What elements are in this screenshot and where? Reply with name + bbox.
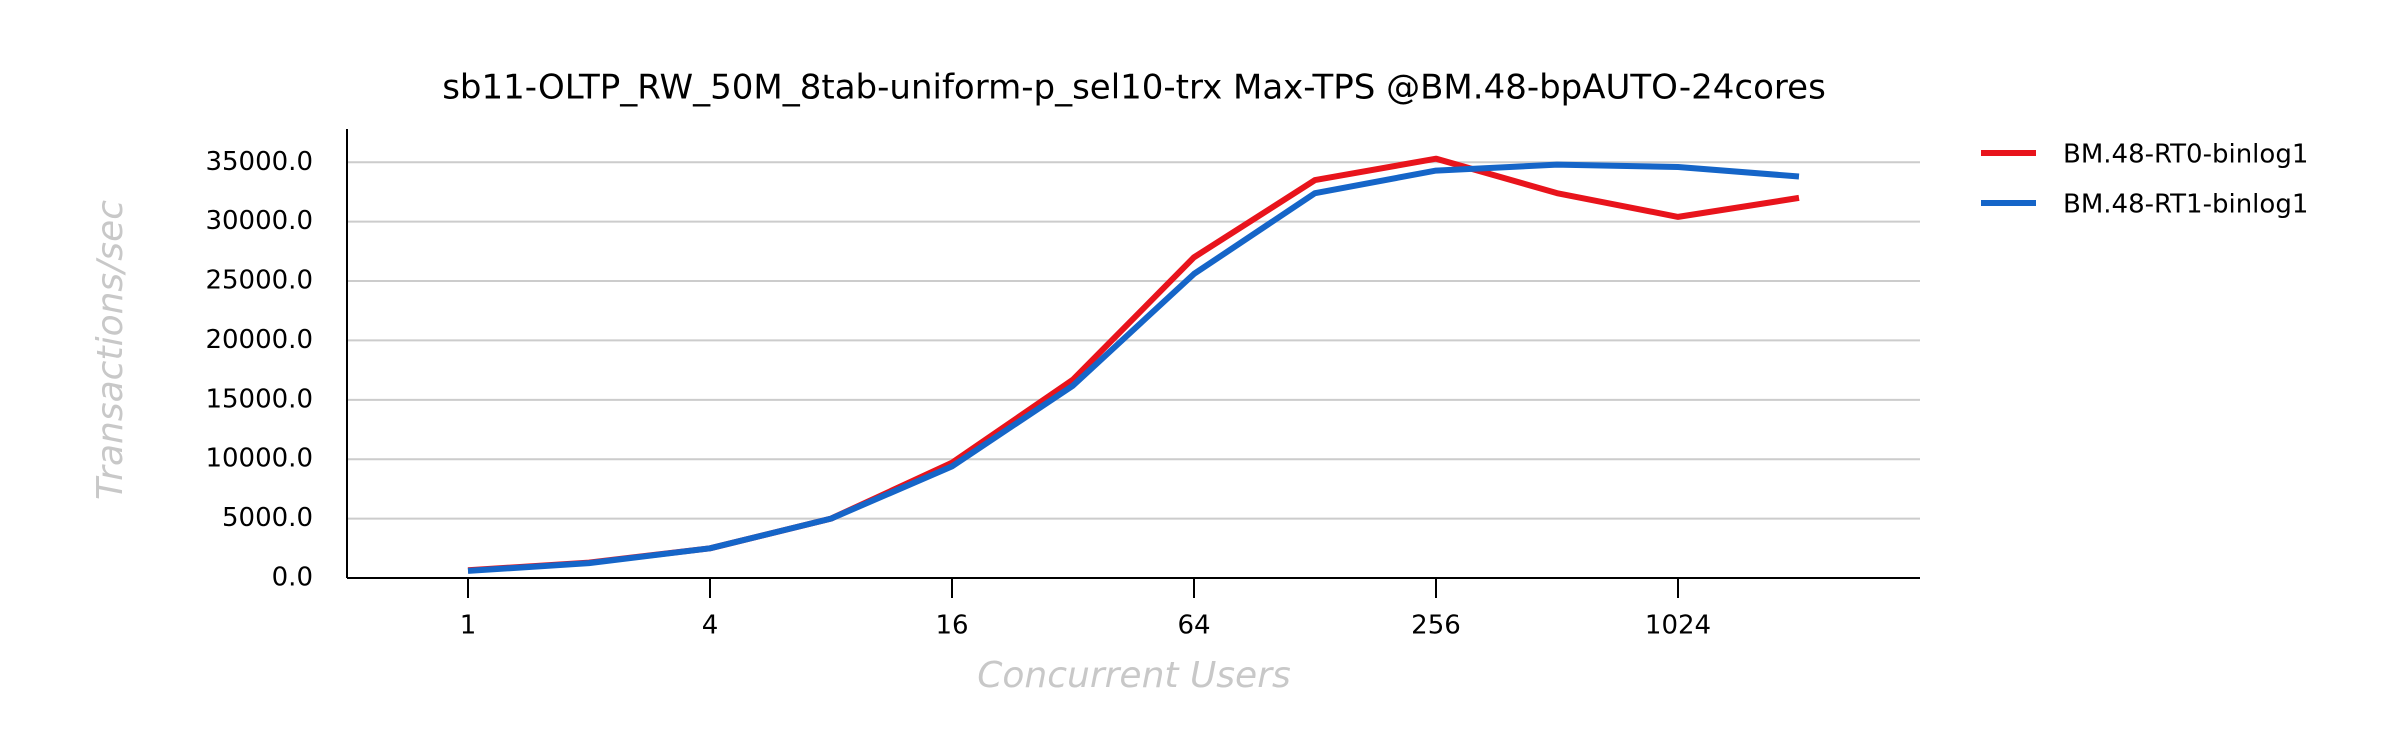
y-tick-label: 15000.0 [205,384,313,414]
series-line [467,161,1800,574]
y-tick-label: 30000.0 [205,206,313,236]
x-tick-label: 256 [1411,611,1461,641]
legend-label: BM.48-RT0-binlog1 [2063,140,2308,170]
y-tick-label: 10000.0 [205,444,313,474]
x-tick-label: 64 [1177,611,1210,641]
y-tick-label: 5000.0 [222,503,313,533]
legend-label: BM.48-RT1-binlog1 [2063,190,2308,220]
y-axis-label: Transactions/sec [90,200,131,500]
y-tick-label: 0.0 [272,563,313,593]
y-tick-label: 35000.0 [205,147,313,177]
x-tick-label: 1 [460,611,477,641]
x-tick-label: 1024 [1645,611,1711,641]
x-tick-label: 16 [935,611,968,641]
y-tick-label: 25000.0 [205,266,313,296]
y-tick-label: 20000.0 [205,325,313,355]
x-tick-label: 4 [702,611,719,641]
chart-title: sb11-OLTP_RW_50M_8tab-uniform-p_sel10-tr… [442,68,1826,108]
x-axis-label: Concurrent Users [977,655,1291,696]
series-line [467,155,1800,574]
